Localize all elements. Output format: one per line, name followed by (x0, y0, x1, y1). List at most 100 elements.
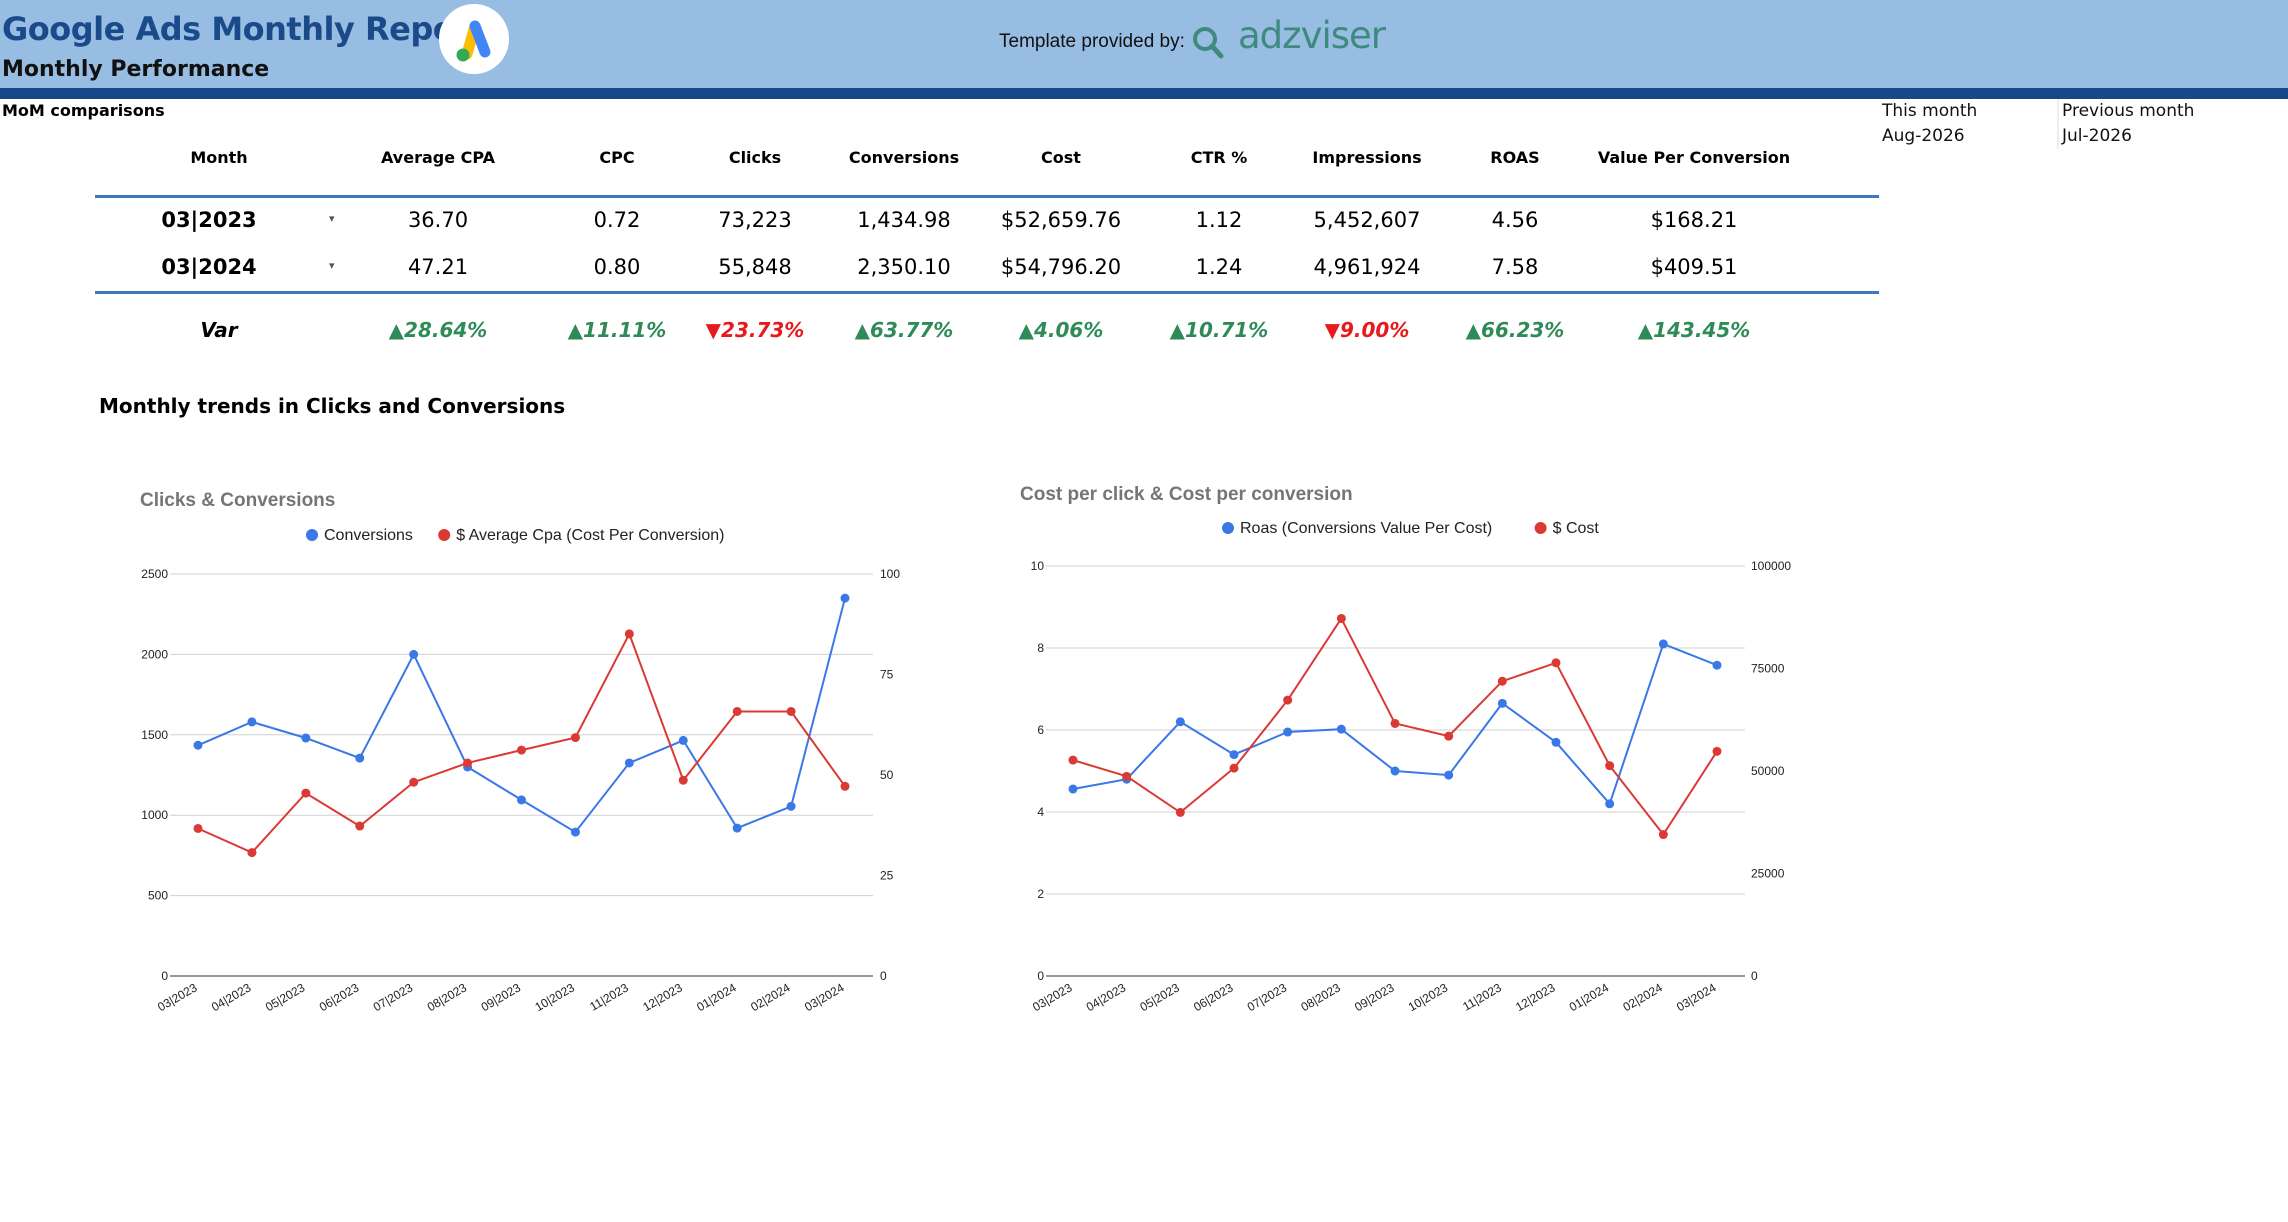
variance-label: Var (200, 318, 238, 342)
chart-2-right-tick: 0 (1751, 969, 1758, 983)
chart-2-x-tick: 07|2023 (1245, 980, 1290, 1014)
chart-1-left-tick: 1500 (141, 728, 168, 742)
row-1-month[interactable]: 03|2023 (161, 208, 257, 232)
variance-roas: ▲66.23% (1465, 318, 1565, 342)
chart-2-data-point (1229, 750, 1239, 760)
this-month-block[interactable]: This month Aug-2026 (1882, 99, 1977, 149)
row-1-impressions: 5,452,607 (1313, 208, 1421, 232)
variance-average-cpa: ▲28.64% (388, 318, 488, 342)
month-dropdown-icon[interactable]: ▾ (329, 213, 335, 225)
chart-2-data-point (1068, 755, 1078, 765)
chart-2-data-point (1605, 799, 1615, 809)
chart-1-data-point (732, 823, 742, 833)
chart-2-x-tick: 10|2023 (1406, 980, 1451, 1014)
chart-2-data-point (1390, 718, 1400, 728)
chart-2-right-tick: 50000 (1751, 764, 1785, 778)
trends-section-title: Monthly trends in Clicks and Conversions (99, 394, 566, 418)
chart-1-data-point (247, 848, 257, 858)
chart-2-data-point (1497, 698, 1507, 708)
row-1-ctr: 1.12 (1195, 208, 1243, 232)
row-2-average-cpa: 47.21 (407, 255, 469, 279)
chart-1-legend-label: $ Average Cpa (Cost Per Conversion) (456, 527, 724, 544)
chart-1-data-point (409, 777, 419, 787)
previous-month-block[interactable]: Previous month Jul-2026 (2062, 99, 2194, 149)
chart-2-data-point (1229, 763, 1239, 773)
chart-1-x-tick: 02|2024 (748, 980, 793, 1014)
chart-2-data-point (1712, 660, 1722, 670)
chart-1-left-tick: 2500 (141, 567, 168, 581)
chart-1-legend-label: Conversions (324, 527, 413, 544)
variance-cpc: ▲11.11% (567, 318, 667, 342)
previous-month-label: Previous month (2062, 101, 2195, 121)
chart-1-x-tick: 07|2023 (371, 980, 416, 1014)
chart-1-data-point (678, 775, 688, 785)
row-2-ctr: 1.24 (1195, 255, 1243, 279)
chart-1-x-tick: 10|2023 (533, 980, 578, 1014)
chart-1-data-point (786, 801, 796, 811)
chart-1-x-tick: 06|2023 (317, 980, 362, 1014)
chart-2-x-tick: 06|2023 (1191, 980, 1236, 1014)
legend-marker-icon (1534, 522, 1547, 534)
chart-2-left-tick: 4 (1037, 805, 1044, 819)
chart-1-data-point (355, 753, 365, 763)
row-2-month[interactable]: 03|2024 (161, 255, 257, 279)
row-2-conversions: 2,350.10 (857, 255, 951, 279)
previous-month-value[interactable]: Jul-2026 (2062, 126, 2132, 146)
variance-impressions: ▼9.00% (1324, 318, 1410, 342)
chart-2-data-point (1068, 784, 1078, 794)
report-subtitle: Monthly Performance (2, 57, 270, 82)
chart-2-x-tick: 03|2023 (1030, 980, 1075, 1014)
col-header-ctr: CTR % (1190, 148, 1248, 167)
chart-1-x-tick: 04|2023 (209, 980, 254, 1014)
chart-1-data-point (193, 823, 203, 833)
chart-1-right-tick: 75 (880, 668, 894, 682)
mom-comparisons-label: MoM comparisons (2, 101, 165, 120)
chart-2-left-tick: 2 (1037, 887, 1044, 901)
chart-1-data-point (247, 717, 257, 727)
row-2-roas: 7.58 (1491, 255, 1539, 279)
chart-1-data-point (624, 629, 634, 639)
variance-cost: ▲4.06% (1018, 318, 1104, 342)
legend-marker-icon (438, 529, 451, 541)
table-top-rule (95, 195, 1879, 198)
chart-1-data-point (840, 593, 850, 603)
table-bottom-rule (95, 291, 1879, 294)
chart-2-x-tick: 01|2024 (1567, 980, 1612, 1014)
chart-1-x-tick: 05|2023 (263, 980, 308, 1014)
chart-2-data-point (1122, 771, 1132, 781)
chart-1-data-point (409, 649, 419, 659)
report-title: Google Ads Monthly Report (2, 10, 485, 48)
chart-1-data-point (517, 745, 526, 755)
chart-1-data-point (570, 827, 580, 837)
chart-1-data-point (732, 706, 742, 716)
chart-2-left-tick: 0 (1037, 969, 1044, 983)
chart-1-left-tick: 500 (148, 889, 168, 903)
chart-2-title: Cost per click & Cost per conversion (1020, 484, 1353, 505)
chart-1-data-point (678, 735, 688, 745)
chart-2-data-point (1336, 724, 1346, 734)
chart-2-data-point (1390, 766, 1400, 776)
chart-1-data-point (570, 733, 580, 743)
chart-2-right-tick: 100000 (1751, 559, 1791, 573)
row-1-clicks: 73,223 (718, 208, 792, 232)
month-dropdown-icon[interactable]: ▾ (329, 260, 335, 272)
report-header (0, 0, 2288, 88)
chart-2-data-point (1444, 731, 1454, 741)
row-2-impressions: 4,961,924 (1313, 255, 1421, 279)
col-header-clicks: Clicks (728, 148, 782, 167)
chart-1-data-point (463, 758, 473, 768)
chart-1-data-point (840, 781, 850, 791)
chart-1-data-point (517, 795, 526, 805)
this-month-value[interactable]: Aug-2026 (1882, 126, 1965, 146)
period-separator (2057, 99, 2059, 149)
row-1-roas: 4.56 (1491, 208, 1539, 232)
row-1-average-cpa: 36.70 (407, 208, 469, 232)
chart-2-data-point (1283, 727, 1293, 737)
adzviser-brand[interactable]: adzviser (1238, 14, 1386, 57)
chart-2-data-point (1551, 737, 1561, 747)
col-header-impressions: Impressions (1312, 148, 1422, 167)
chart-2-data-point (1283, 695, 1293, 705)
chart-1-data-point (301, 788, 311, 798)
chart-1-x-tick: 11|2023 (587, 980, 631, 1013)
variance-ctr: ▲10.71% (1169, 318, 1269, 342)
